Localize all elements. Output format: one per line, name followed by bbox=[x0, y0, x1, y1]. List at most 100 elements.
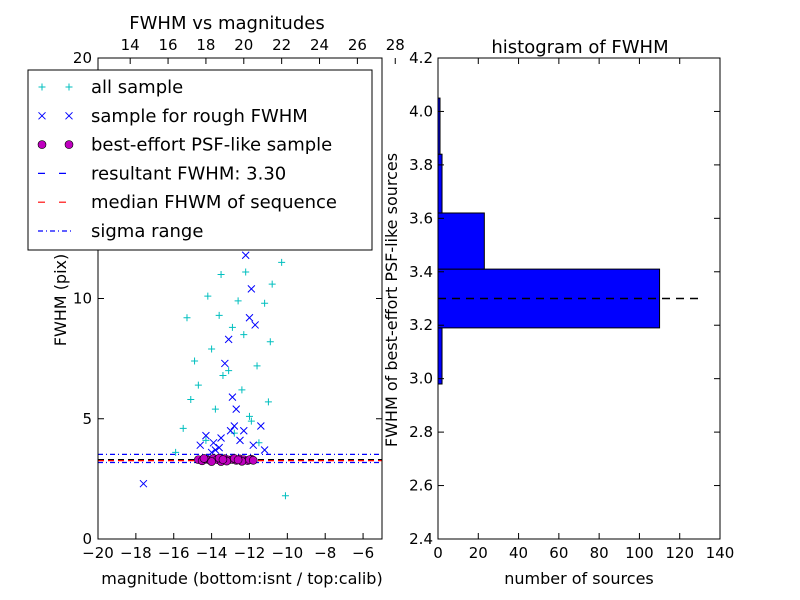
rough-fwhm-point bbox=[245, 313, 254, 322]
scatter-chart: FWHM vs magnitudes 14 16 18 20 22 24 26 28 −20−… bbox=[27, 13, 405, 588]
legend-label: sigma range bbox=[91, 221, 203, 242]
legend-entry: all sample bbox=[38, 77, 183, 98]
top-x-tick-label: 28 bbox=[386, 36, 405, 54]
y-tick-label: 0 bbox=[82, 530, 92, 548]
all-sample-point bbox=[191, 357, 199, 365]
x-tick-label: 40 bbox=[509, 544, 528, 562]
all-sample-point bbox=[172, 448, 180, 456]
legend-marker bbox=[64, 140, 74, 149]
scatter-title: FWHM vs magnitudes bbox=[129, 13, 324, 34]
rough-fwhm-point bbox=[247, 285, 256, 293]
all-sample-point bbox=[253, 362, 261, 370]
histogram-axes-frame bbox=[437, 57, 721, 540]
histogram-y-axis-label: FWHM of best-effort PSF-like sources bbox=[382, 153, 401, 447]
scatter-y-tick-labels: 0 5 10 20 bbox=[73, 49, 92, 548]
histogram-y-tick-labels: 2.4 2.6 2.8 3.0 3.2 3.4 3.6 3.8 4.0 4.2 bbox=[409, 49, 433, 548]
histogram-x-tick-labels: 0 20 40 60 80 100 120 140 bbox=[433, 544, 734, 562]
all-sample-point bbox=[240, 331, 248, 339]
psf-like-point bbox=[207, 457, 216, 466]
histogram-title: histogram of FWHM bbox=[491, 37, 668, 58]
top-x-tick-label: 24 bbox=[310, 36, 329, 54]
all-sample-point bbox=[217, 270, 225, 278]
histogram-bar bbox=[438, 153, 443, 214]
rough-fwhm-point bbox=[236, 436, 244, 445]
legend-label: median FHWM of sequence bbox=[91, 192, 337, 213]
legend-marker bbox=[65, 83, 73, 91]
x-tick-label: 100 bbox=[625, 544, 654, 562]
x-tick-label: −10 bbox=[272, 544, 304, 562]
x-tick-label: −16 bbox=[158, 544, 190, 562]
legend-label: best-effort PSF-like sample bbox=[91, 135, 332, 156]
rough-fwhm-point bbox=[139, 479, 148, 488]
legend-marker bbox=[37, 140, 47, 149]
scatter-top-x-tick-labels: 14 16 18 20 22 24 26 28 bbox=[121, 36, 405, 54]
top-x-tick-label: 14 bbox=[121, 36, 140, 54]
rough-fwhm-point bbox=[224, 335, 233, 344]
rough-fwhm-point bbox=[260, 446, 269, 454]
all-sample-point bbox=[266, 338, 274, 346]
all-sample-point bbox=[242, 268, 250, 276]
x-tick-label: 60 bbox=[549, 544, 568, 562]
all-sample-point bbox=[247, 417, 255, 425]
x-tick-label: 0 bbox=[433, 544, 443, 562]
y-tick-label: 2.8 bbox=[409, 423, 433, 441]
scatter-y-axis-label: FWHM (pix) bbox=[51, 254, 70, 347]
histogram-plot-area bbox=[438, 97, 700, 385]
psf-like-point bbox=[218, 455, 228, 464]
rough-fwhm-point bbox=[211, 446, 220, 454]
legend-label: all sample bbox=[91, 77, 183, 98]
psf-like-series bbox=[194, 453, 258, 466]
legend-marker bbox=[38, 83, 46, 91]
all-sample-point bbox=[245, 412, 253, 420]
x-tick-label: −8 bbox=[314, 544, 336, 562]
all-sample-point bbox=[228, 323, 236, 331]
y-tick-label: 2.4 bbox=[409, 530, 433, 548]
y-tick-label: 3.2 bbox=[409, 316, 433, 334]
rough-fwhm-point bbox=[196, 441, 205, 450]
rough-fwhm-point bbox=[209, 438, 218, 447]
all-sample-point bbox=[264, 398, 272, 406]
scatter-ticks bbox=[97, 57, 396, 540]
rough-fwhm-point bbox=[217, 434, 225, 442]
histogram-bar bbox=[438, 97, 441, 155]
histogram-x-axis-label: number of sources bbox=[504, 569, 654, 588]
y-tick-label: 2.6 bbox=[409, 477, 433, 495]
legend-entry: best-effort PSF-like sample bbox=[37, 135, 332, 156]
all-sample-point bbox=[281, 492, 289, 500]
legend-entry: sigma range bbox=[38, 221, 203, 242]
all-sample-point bbox=[202, 436, 210, 444]
legend-label: sample for rough FWHM bbox=[91, 106, 308, 127]
y-tick-label: 3.0 bbox=[409, 370, 433, 388]
rough-fwhm-point bbox=[202, 431, 210, 440]
top-x-tick-label: 26 bbox=[348, 36, 367, 54]
rough-fwhm-point bbox=[228, 393, 237, 401]
all-sample-point bbox=[278, 258, 286, 266]
rough-fwhm-point bbox=[256, 422, 265, 430]
legend-entry: resultant FWHM: 3.30 bbox=[38, 163, 286, 184]
legend-entry: median FHWM of sequence bbox=[38, 192, 337, 213]
all-sample-point bbox=[183, 314, 191, 322]
legend-box bbox=[27, 69, 373, 251]
rough-fwhm-point bbox=[230, 422, 239, 430]
rough-fwhm-point bbox=[215, 443, 224, 452]
rough-fwhm-point bbox=[220, 359, 229, 368]
psf-like-point bbox=[233, 455, 243, 465]
all-sample-point bbox=[261, 299, 269, 307]
all-sample-point bbox=[208, 345, 216, 353]
legend-marker bbox=[65, 111, 73, 120]
top-x-tick-label: 22 bbox=[272, 36, 291, 54]
all-sample-point bbox=[238, 386, 246, 394]
all-sample-point bbox=[230, 429, 238, 437]
y-tick-label: 3.8 bbox=[409, 156, 433, 174]
x-tick-label: 80 bbox=[590, 544, 609, 562]
scatter-x-tick-labels: −20 −18 −16 −14 −12 −10 −8 −6 bbox=[82, 544, 374, 562]
rough-fwhm-point bbox=[232, 405, 241, 413]
scatter-x-axis-label: magnitude (bottom:isnt / top:calib) bbox=[101, 569, 382, 588]
psf-like-point bbox=[199, 454, 209, 463]
all-sample-point bbox=[219, 371, 227, 379]
x-tick-label: 20 bbox=[469, 544, 488, 562]
x-tick-label: 120 bbox=[665, 544, 694, 562]
y-tick-label: 4.2 bbox=[409, 49, 433, 67]
all-sample-point bbox=[204, 292, 212, 300]
